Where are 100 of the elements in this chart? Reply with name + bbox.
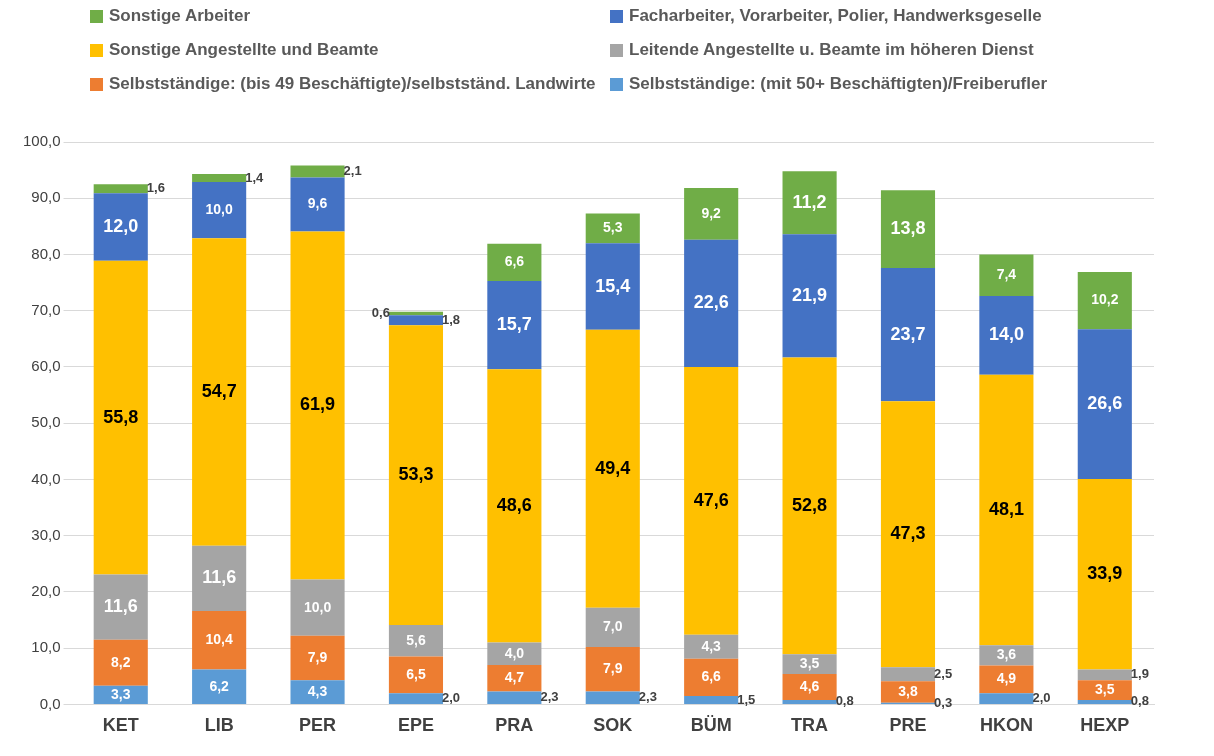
bar (880, 401, 936, 668)
y-tick-label: 100,0 (22, 132, 61, 150)
bar (487, 243, 542, 281)
data-label: 10,2 (1091, 291, 1119, 308)
data-label: 0,8 (1130, 693, 1149, 709)
y-tick-label: 0,0 (39, 694, 61, 712)
x-tick-label: KET (102, 715, 139, 736)
data-label: 15,7 (496, 314, 532, 335)
data-label: 1,4 (245, 169, 265, 185)
data-label: 48,6 (496, 494, 532, 515)
y-tick-label: 40,0 (31, 469, 61, 487)
bar (880, 681, 936, 703)
data-label: 47,3 (890, 523, 926, 544)
data-label: 9,2 (701, 204, 722, 221)
data-label: 0,6 (371, 305, 390, 321)
data-label: 9,6 (307, 195, 328, 212)
bar (979, 374, 1034, 646)
bar (290, 635, 345, 681)
data-label: 13,8 (890, 218, 926, 239)
bar (880, 190, 936, 268)
data-label: 11,6 (103, 596, 138, 617)
x-tick-label: HKON (979, 715, 1033, 736)
bar (979, 296, 1034, 375)
bar (192, 669, 247, 704)
legend-label: Facharbeiter, Vorarbeiter, Polier, Handwerksgeselle (629, 6, 1042, 26)
bar (684, 239, 739, 367)
y-tick-label: 80,0 (31, 244, 61, 262)
bar (585, 607, 640, 648)
data-label: 12,0 (103, 215, 139, 236)
bar (782, 674, 837, 700)
data-label: 54,7 (201, 380, 237, 401)
data-label: 61,9 (300, 394, 336, 415)
y-tick-label: 30,0 (31, 525, 61, 543)
x-tick-label: BÜM (690, 715, 732, 736)
x-tick-label: LIB (204, 715, 234, 736)
data-label: 6,2 (209, 677, 230, 694)
bar (388, 315, 444, 326)
legend-label: Sonstige Arbeiter (109, 6, 251, 26)
data-label: 4,7 (504, 669, 525, 686)
bar (388, 325, 444, 626)
data-label: 21,9 (792, 284, 828, 305)
bar (388, 693, 444, 704)
data-label: 4,9 (996, 670, 1017, 687)
bar (93, 193, 148, 261)
legend-label: Selbstständige: (mit 50+ Beschäftigten)/Freiberufler (629, 74, 1048, 94)
data-label: 15,4 (595, 275, 631, 296)
bar (979, 693, 1034, 704)
data-label: 3,6 (996, 646, 1017, 663)
data-label: 2,3 (540, 689, 559, 705)
x-tick-label: PRA (495, 715, 534, 736)
data-label: 4,0 (504, 644, 525, 661)
bar (684, 366, 739, 635)
data-label: 11,6 (202, 567, 237, 588)
bar (290, 177, 345, 232)
bar (782, 234, 837, 358)
data-label: 4,3 (307, 682, 328, 699)
data-label: 6,5 (406, 665, 426, 682)
y-tick-label: 50,0 (31, 413, 61, 431)
bar (192, 174, 247, 182)
bar (93, 574, 148, 640)
data-label: 0,3 (934, 694, 953, 710)
bar (388, 656, 444, 694)
data-label: 11,2 (792, 191, 827, 212)
data-label: 10,0 (303, 598, 332, 615)
bar (487, 691, 542, 704)
data-label: 7,9 (307, 648, 328, 665)
data-label: 8,2 (111, 653, 131, 670)
bar (880, 667, 936, 682)
data-label: 33,9 (1087, 563, 1123, 584)
legend-label: Sonstige Angestellte und Beamte (109, 40, 379, 60)
bar (782, 357, 837, 655)
data-label: 55,8 (103, 406, 139, 427)
bar (1077, 669, 1132, 681)
data-label: 48,1 (988, 499, 1024, 520)
bar (192, 181, 247, 239)
data-label: 3,3 (111, 685, 131, 702)
y-tick-label: 10,0 (31, 638, 61, 656)
y-tick-label: 20,0 (31, 582, 61, 600)
data-label: 53,3 (398, 464, 434, 485)
bar (782, 171, 837, 235)
data-label: 6,6 (504, 253, 525, 270)
bar (93, 639, 148, 686)
data-label: 3,5 (799, 655, 820, 672)
data-label: 10,0 (205, 200, 233, 217)
y-tick-label: 90,0 (31, 188, 61, 206)
bar (585, 243, 640, 330)
data-label: 2,5 (934, 665, 953, 681)
bar (487, 369, 542, 643)
bar (93, 260, 148, 575)
bar (684, 188, 739, 240)
bar (1077, 699, 1132, 704)
data-label: 26,6 (1087, 393, 1123, 414)
bar (487, 280, 542, 370)
data-label: 5,3 (603, 219, 623, 236)
data-label: 14,0 (988, 324, 1024, 345)
bar (192, 611, 247, 670)
data-label: 7,9 (603, 660, 623, 677)
data-label: 52,8 (792, 494, 828, 515)
data-label: 3,8 (898, 682, 918, 699)
data-label: 7,4 (996, 266, 1017, 283)
